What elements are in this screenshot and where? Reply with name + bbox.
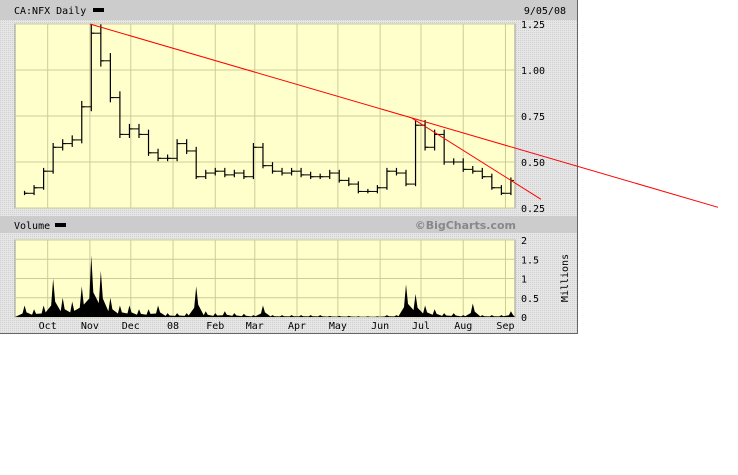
trendline <box>89 23 719 208</box>
volume-legend-swatch <box>55 223 66 227</box>
x-tick-label: Mar <box>246 321 264 332</box>
volume-series <box>15 255 515 317</box>
price-legend-swatch <box>93 8 104 12</box>
price-grid <box>15 23 515 209</box>
volume-area <box>15 255 515 317</box>
price-tick-label: 0.25 <box>521 204 545 215</box>
x-tick-label: 08 <box>167 321 179 332</box>
date-label: 9/05/08 <box>524 6 566 17</box>
price-tick-label: 0.50 <box>521 158 545 169</box>
x-tick-label: Jun <box>371 321 389 332</box>
price-title: CA:NFX Daily <box>14 6 86 17</box>
x-tick-label: May <box>329 321 347 332</box>
volume-y-axis: 2 1.5 1 0.5 0 <box>521 236 539 324</box>
x-tick-label: Sep <box>496 321 514 332</box>
x-tick-label: Aug <box>454 321 472 332</box>
volume-tick-label: 0 <box>521 313 527 324</box>
trendline <box>411 117 542 200</box>
price-y-axis: 1.25 1.00 0.75 0.50 0.25 <box>521 20 545 215</box>
volume-tick-label: 0.5 <box>521 294 539 305</box>
price-header-bar <box>0 0 578 20</box>
volume-header-bar <box>0 216 578 233</box>
x-tick-label: Apr <box>288 321 306 332</box>
x-tick-label: Feb <box>206 321 224 332</box>
volume-tick-label: 1.5 <box>521 255 539 266</box>
volume-tick-label: 1 <box>521 275 527 286</box>
x-tick-label: Jul <box>412 321 430 332</box>
trendlines <box>89 23 719 208</box>
volume-unit-label: Millions <box>560 254 571 302</box>
bigcharts-watermark: ©BigCharts.com <box>415 219 516 232</box>
x-tick-label: Nov <box>81 321 99 332</box>
x-tick-label: Oct <box>39 321 57 332</box>
volume-title: Volume <box>14 221 50 232</box>
x-tick-label: Dec <box>122 321 140 332</box>
volume-tick-label: 2 <box>521 236 527 247</box>
price-tick-label: 1.00 <box>521 66 545 77</box>
price-tick-label: 0.75 <box>521 112 545 123</box>
price-tick-label: 1.25 <box>521 20 545 31</box>
price-series <box>23 24 514 196</box>
x-axis: Oct Nov Dec 08 Feb Mar Apr May Jun Jul Aug Sep <box>39 321 515 332</box>
volume-grid <box>15 239 515 318</box>
